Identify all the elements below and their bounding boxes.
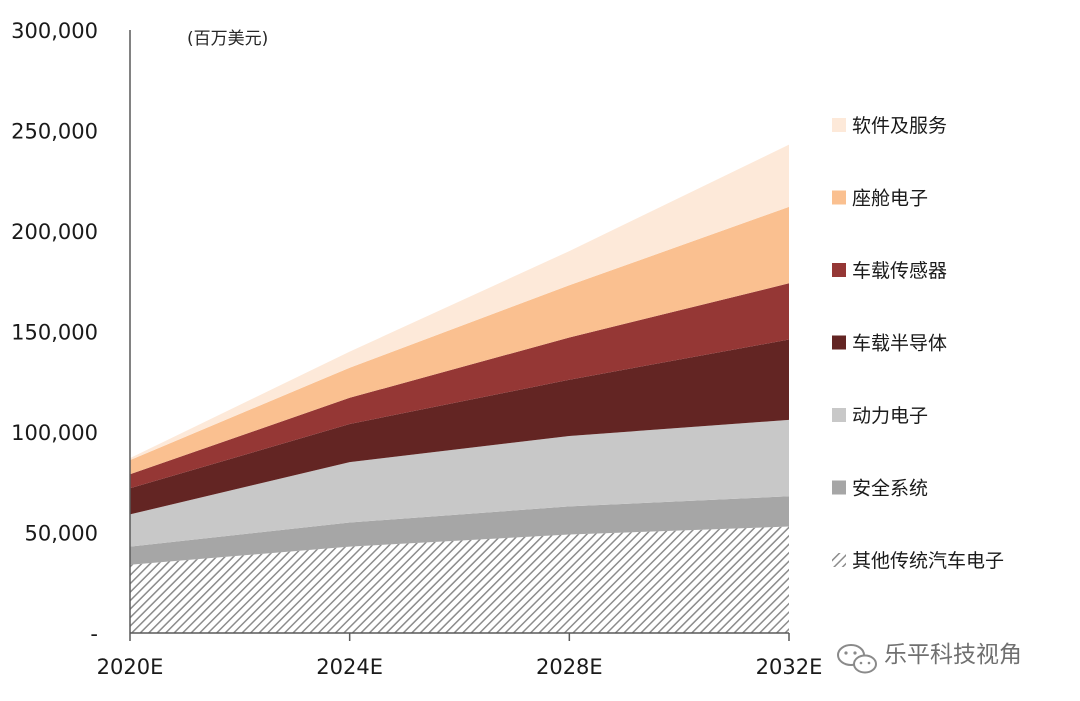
legend-label: 车载传感器 — [852, 260, 947, 282]
y-tick-label: 100,000 — [11, 421, 98, 445]
legend-item: 车载半导体 — [832, 333, 947, 355]
legend-swatch — [832, 335, 846, 350]
legend-label: 动力电子 — [852, 405, 928, 427]
legend-swatch — [832, 263, 846, 277]
legend-item: 软件及服务 — [832, 115, 947, 137]
area-series-4 — [130, 283, 789, 489]
legend-label: 软件及服务 — [852, 115, 947, 137]
y-tick-label: 200,000 — [11, 220, 98, 244]
area-series-0 — [130, 526, 789, 633]
legend-item: 座舱电子 — [832, 188, 928, 210]
y-tick-label: 150,000 — [11, 321, 98, 345]
legend-item: 安全系统 — [832, 478, 928, 500]
areas-layer — [130, 144, 789, 633]
wechat-icon — [837, 644, 877, 674]
y-tick-label: 250,000 — [11, 120, 98, 144]
y-tick-label: 300,000 — [11, 19, 98, 43]
legend-label: 安全系统 — [852, 478, 928, 500]
legend-swatch — [832, 408, 846, 422]
area-series-5 — [130, 206, 789, 475]
watermark: 乐平科技视角 — [837, 642, 1022, 674]
x-tick-label: 2024E — [316, 655, 383, 679]
x-tick-label: 2028E — [536, 655, 603, 679]
legend-swatch — [832, 480, 846, 495]
legend-label: 座舱电子 — [852, 188, 928, 210]
area-series-1 — [130, 496, 789, 565]
unit-label: (百万美元) — [187, 29, 268, 49]
axes-layer: - 50,000 100,000 150,000 200,000 250,000 300,0… — [11, 19, 822, 679]
x-tick-label: 2020E — [97, 655, 164, 679]
legend-swatch — [832, 118, 846, 132]
legend-item: 其他传统汽车电子 — [832, 550, 1004, 572]
legend-item: 动力电子 — [832, 405, 928, 427]
area-series-6 — [130, 144, 789, 461]
area-series-3 — [130, 339, 789, 515]
y-tick-label: 50,000 — [25, 522, 98, 546]
area-series-2 — [130, 419, 789, 547]
y-tick-label: - — [90, 622, 98, 646]
watermark-text: 乐平科技视角 — [884, 642, 1022, 668]
legend-label: 其他传统汽车电子 — [852, 550, 1004, 572]
x-tick-label: 2032E — [756, 655, 823, 679]
legend-label: 车载半导体 — [852, 333, 947, 355]
legend-swatch — [832, 553, 846, 567]
legend-item: 车载传感器 — [832, 260, 947, 282]
legend-swatch — [832, 190, 846, 205]
